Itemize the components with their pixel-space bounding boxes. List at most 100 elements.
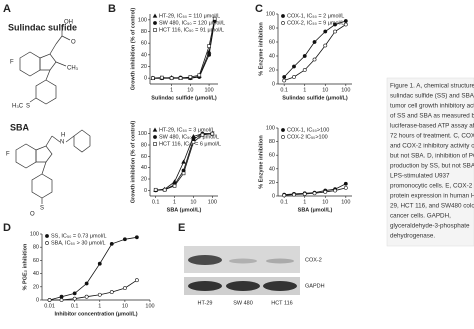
x-tick-label: 0.01 xyxy=(44,303,55,309)
x-axis-label: Sulindac sulfide (μmol/L) xyxy=(151,95,217,101)
band xyxy=(188,281,222,291)
caption-line: of SS and SBA as measured by xyxy=(390,113,474,120)
data-point xyxy=(282,75,287,79)
legend-marker xyxy=(153,21,157,25)
structure xyxy=(15,129,91,204)
data-point xyxy=(169,76,174,80)
y-tick-label: 40 xyxy=(33,271,39,277)
x-tick-label: 0.1 xyxy=(280,199,288,205)
caption-line: luciferase-based ATP assay after xyxy=(390,123,474,130)
data-point xyxy=(109,241,114,246)
caption-line: tumor cell growth inhibitory activity xyxy=(390,103,474,110)
y-axis-label: % Enzyme inhibition xyxy=(258,22,264,76)
atom-label: H₃C xyxy=(12,104,24,110)
lane-label: HT-29 xyxy=(198,300,213,306)
x-axis-label: Sulindac sulfide (μmol/L) xyxy=(282,95,348,101)
y-tick-label: 20 xyxy=(269,67,275,73)
y-tick-label: 60 xyxy=(269,39,275,45)
data-point xyxy=(162,187,167,192)
data-point xyxy=(207,44,211,48)
data-point xyxy=(323,190,328,194)
legend-label: SBA, IC₅₀ > 30 μmol/L xyxy=(51,240,106,246)
data-point xyxy=(153,187,158,192)
y-tick-label: 60 xyxy=(33,258,39,264)
data-point xyxy=(343,185,348,190)
data-point xyxy=(97,261,102,266)
data-point xyxy=(323,43,328,48)
x-tick-label: 0.1 xyxy=(71,303,79,309)
data-point xyxy=(197,73,202,78)
data-point xyxy=(292,64,296,69)
band xyxy=(263,281,297,291)
caption-line: 72 hours of treatment. C, COX-1 xyxy=(390,133,474,140)
data-point xyxy=(292,75,296,79)
caption-line: Figure 1. A, chemical structures xyxy=(390,83,474,90)
y-tick-label: 0 xyxy=(272,193,275,199)
band xyxy=(266,258,294,264)
x-tick-label: 10 xyxy=(122,303,128,309)
structure xyxy=(19,26,71,105)
blot xyxy=(184,246,300,295)
data-point xyxy=(333,188,337,193)
band xyxy=(229,258,257,264)
caption-line: 29, HCT 116, and SW480 colon xyxy=(390,203,474,210)
x-tick-label: 100 xyxy=(341,87,350,93)
atom-label: F xyxy=(6,152,10,158)
data-point xyxy=(302,54,307,58)
data-point xyxy=(312,57,317,62)
y-tick-label: 20 xyxy=(33,284,39,290)
panel-letter: E xyxy=(178,222,185,234)
legend-marker xyxy=(153,135,157,139)
atom-label: OH xyxy=(64,20,73,26)
data-point xyxy=(282,78,287,83)
atom-label: O xyxy=(71,40,76,46)
y-tick-label: 40 xyxy=(269,53,275,59)
y-tick-label: 80 xyxy=(141,29,147,35)
data-point xyxy=(84,281,89,286)
lane-label: SW 480 xyxy=(233,300,253,306)
data-point xyxy=(134,235,139,240)
series-line xyxy=(49,279,138,301)
legend-marker xyxy=(45,234,49,238)
y-tick-label: 0 xyxy=(272,81,275,87)
data-point xyxy=(200,133,205,137)
y-tick-label: 0 xyxy=(144,188,147,194)
legend-label: COX-1, IC₅₀ = 2 μmol/L xyxy=(287,13,344,19)
legend-label: SW 480, IC₅₀ = 5 μmol/L xyxy=(159,134,219,140)
y-axis-label: % Enzyme inhibition xyxy=(258,135,264,189)
x-tick-label: 100 xyxy=(341,199,350,205)
data-point xyxy=(292,192,296,197)
y-tick-label: 60 xyxy=(141,41,147,47)
legend-label: HCT 116, IC₅₀ = 6 μmol/L xyxy=(159,141,221,147)
x-axis-label: SBA (μmol/L) xyxy=(167,207,202,213)
y-tick-label: 100 xyxy=(266,11,275,17)
data-point xyxy=(181,159,186,164)
band xyxy=(188,255,222,265)
data-point xyxy=(333,22,337,27)
x-tick-label: 10 xyxy=(190,199,196,205)
y-tick-label: 80 xyxy=(269,139,275,145)
legend-label: HCT 116, IC₅₀ = 91 μmol/L xyxy=(159,27,224,33)
legend-marker xyxy=(281,128,285,132)
data-point xyxy=(72,296,77,301)
data-point xyxy=(333,29,337,34)
lane-label: HCT 116 xyxy=(271,300,293,306)
compound-name: Sulindac sulfide xyxy=(8,22,77,32)
data-point xyxy=(343,181,348,186)
data-point xyxy=(134,278,139,283)
data-point xyxy=(302,68,307,72)
atom-label: F xyxy=(10,60,14,66)
legend-label: SS, IC₅₀ = 0.73 μmol/L xyxy=(51,233,107,239)
data-point xyxy=(151,76,155,80)
y-tick-label: 60 xyxy=(269,153,275,159)
band xyxy=(226,281,260,291)
atom-label: N xyxy=(60,140,64,146)
x-tick-label: 0.1 xyxy=(152,199,160,205)
x-tick-label: 100 xyxy=(204,87,213,93)
atom-label: O xyxy=(30,212,35,218)
y-tick-label: 0 xyxy=(36,297,39,303)
y-tick-label: 100 xyxy=(266,125,275,131)
x-tick-label: 1 xyxy=(303,199,306,205)
data-point xyxy=(122,286,127,291)
panel-letter: A xyxy=(3,3,11,15)
